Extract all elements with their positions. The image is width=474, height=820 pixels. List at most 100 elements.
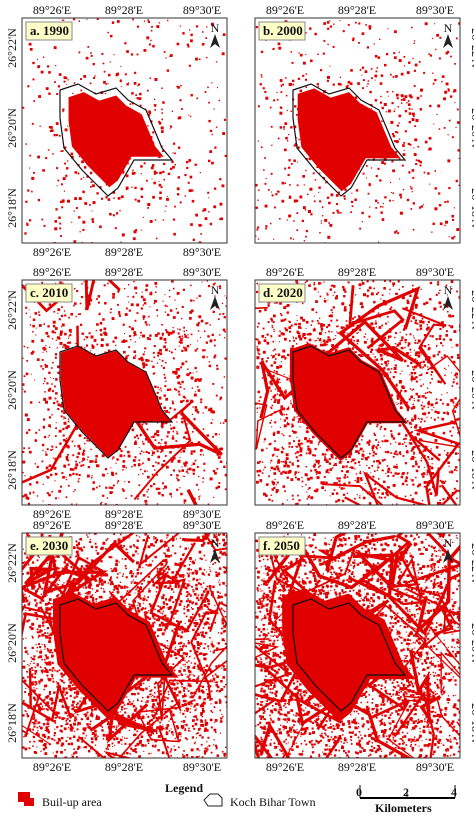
built-up-patch <box>410 458 412 460</box>
built-up-patch <box>156 586 158 588</box>
built-up-patch <box>166 708 167 709</box>
built-up-patch <box>147 337 150 340</box>
built-up-patch <box>87 162 90 165</box>
built-up-patch <box>370 472 371 473</box>
built-up-patch <box>456 404 459 407</box>
built-up-patch <box>44 391 46 393</box>
built-up-patch <box>163 407 166 410</box>
built-up-patch <box>95 459 97 461</box>
built-up-patch <box>322 215 323 216</box>
built-up-patch <box>287 110 288 111</box>
built-up-patch <box>376 314 379 317</box>
built-up-patch <box>184 335 187 338</box>
built-up-patch <box>155 219 156 220</box>
built-up-patch <box>63 344 66 347</box>
built-up-patch <box>373 406 376 409</box>
built-up-patch <box>187 406 188 407</box>
built-up-patch <box>195 367 197 369</box>
built-up-patch <box>325 490 326 491</box>
built-up-patch <box>108 125 109 126</box>
built-up-patch <box>179 471 181 473</box>
built-up-patch <box>94 75 95 76</box>
built-up-patch <box>417 360 418 361</box>
built-up-patch <box>44 378 46 380</box>
built-up-patch <box>203 702 206 705</box>
built-up-patch <box>186 754 188 756</box>
built-up-patch <box>334 118 336 120</box>
built-up-patch <box>306 230 308 232</box>
built-up-patch <box>128 346 130 348</box>
built-up-patch <box>35 312 38 315</box>
built-up-patch <box>292 405 295 408</box>
built-up-patch <box>264 378 267 381</box>
built-up-patch <box>24 475 25 476</box>
built-up-patch <box>117 421 119 423</box>
built-up-patch <box>210 719 213 722</box>
built-up-patch <box>287 408 289 410</box>
built-up-patch <box>178 176 180 178</box>
built-up-patch <box>133 170 134 171</box>
built-up-patch <box>455 452 457 454</box>
built-up-patch <box>387 451 390 454</box>
built-up-patch <box>72 377 74 379</box>
built-up-patch <box>137 398 139 400</box>
built-up-patch <box>272 488 274 490</box>
built-up-patch <box>151 696 152 697</box>
built-up-patch <box>379 348 381 350</box>
built-up-patch <box>386 374 389 377</box>
built-up-patch <box>160 443 161 444</box>
built-up-patch <box>364 395 366 397</box>
built-up-patch <box>355 294 356 295</box>
built-up-patch <box>326 431 327 432</box>
built-up-patch <box>388 110 391 113</box>
built-up-patch <box>424 420 426 422</box>
built-up-patch <box>340 143 343 146</box>
built-up-patch <box>172 111 173 112</box>
built-up-patch <box>395 312 396 313</box>
built-up-patch <box>451 372 452 373</box>
built-up-patch <box>146 36 149 39</box>
built-up-patch <box>48 71 51 74</box>
built-up-patch <box>53 311 55 313</box>
built-up-patch <box>343 494 345 496</box>
built-up-patch <box>446 454 448 456</box>
built-up-patch <box>339 486 340 487</box>
built-up-patch <box>426 302 429 305</box>
built-up-patch <box>327 336 329 338</box>
built-up-patch <box>219 313 221 315</box>
built-up-patch <box>405 293 406 294</box>
built-up-patch <box>132 659 133 660</box>
built-up-patch <box>321 342 322 343</box>
built-up-patch <box>255 236 256 237</box>
built-up-patch <box>131 575 134 578</box>
built-up-patch <box>72 684 74 686</box>
built-up-patch <box>451 435 453 437</box>
built-up-patch <box>52 390 54 392</box>
built-up-patch <box>361 435 363 437</box>
built-up-patch <box>439 128 441 130</box>
built-up-patch <box>186 373 189 376</box>
built-up-patch <box>164 179 166 181</box>
built-up-patch <box>447 412 448 413</box>
built-up-patch <box>42 461 44 463</box>
built-up-patch <box>410 333 412 335</box>
built-up-patch <box>396 453 398 455</box>
built-up-patch <box>432 38 433 39</box>
built-up-patch <box>317 165 318 166</box>
built-up-patch <box>281 405 284 408</box>
built-up-patch <box>439 485 441 487</box>
built-up-patch <box>350 125 352 127</box>
built-up-patch <box>402 144 405 147</box>
built-up-patch <box>414 70 416 72</box>
built-up-patch <box>454 102 455 103</box>
built-up-patch <box>215 433 218 436</box>
built-up-patch <box>92 706 94 708</box>
built-up-patch <box>68 338 69 339</box>
built-up-patch <box>96 323 99 326</box>
built-up-patch <box>297 478 300 481</box>
built-up-patch <box>97 399 99 401</box>
built-up-patch <box>431 378 432 379</box>
built-up-patch <box>25 414 28 417</box>
built-up-patch <box>266 178 267 179</box>
lat-tick-label: 26°18'N <box>469 188 474 228</box>
